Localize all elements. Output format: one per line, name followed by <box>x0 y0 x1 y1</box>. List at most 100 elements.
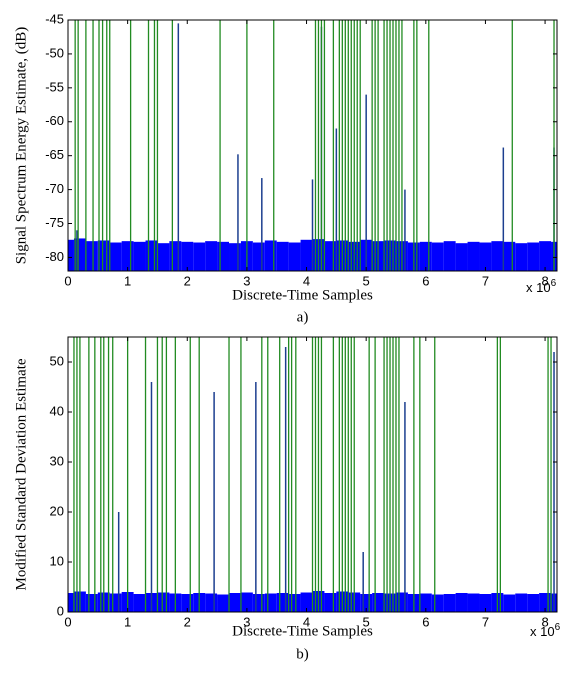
y-tick-label: 40 <box>50 403 64 418</box>
x-axis-label: Discrete-Time Samples <box>232 623 373 639</box>
noise-floor <box>419 593 432 612</box>
y-tick-label: -80 <box>45 249 64 264</box>
noise-floor <box>276 593 289 612</box>
noise-floor <box>324 241 337 271</box>
x-tick-label: 5 <box>363 273 370 288</box>
x-tick-label: 0 <box>64 273 71 288</box>
caption: a) <box>297 309 309 325</box>
noise-floor <box>264 593 277 612</box>
x-tick-label: 2 <box>184 614 191 629</box>
y-tick-label: -65 <box>45 147 64 162</box>
noise-floor <box>181 241 194 271</box>
noise-floor <box>443 594 456 612</box>
y-axis-label: Signal Spectrum Energy Estimate, (dB) <box>13 27 29 265</box>
plot-area <box>68 20 557 271</box>
y-tick-label: -60 <box>45 113 64 128</box>
caption: b) <box>296 646 309 662</box>
noise-floor <box>360 594 373 612</box>
noise-floor <box>264 240 277 271</box>
noise-floor <box>479 242 492 271</box>
noise-floor <box>169 241 182 271</box>
axes-frame <box>67 19 558 272</box>
x-tick-label: 0 <box>64 614 71 629</box>
noise-floor <box>68 239 74 271</box>
noise-floor <box>527 242 540 271</box>
noise-floor <box>527 594 540 612</box>
x-tick-label: 6 <box>422 273 429 288</box>
noise-floor <box>300 239 313 271</box>
noise-floor <box>431 242 444 271</box>
noise-floor <box>479 594 492 612</box>
subplot: 0 1 2 3 4 5 6 7 8 0 10 20 30 40 50 Discrete-Time Sample… <box>13 336 561 662</box>
noise-floor <box>431 594 444 612</box>
noise-floor <box>467 593 480 612</box>
noise-floor <box>229 593 241 612</box>
noise-floor <box>455 243 468 271</box>
x-tick-label: 7 <box>482 614 489 629</box>
y-tick-label: -45 <box>45 11 64 26</box>
multiplier-base: x 10 <box>530 624 555 639</box>
noise-floor <box>515 593 528 612</box>
noise-floor <box>85 241 98 271</box>
x-multiplier: x 106 <box>530 622 561 640</box>
y-tick-label: 30 <box>50 453 64 468</box>
noise-floor <box>503 241 516 271</box>
y-tick-label: 0 <box>57 603 64 618</box>
x-axis-label: Discrete-Time Samples <box>232 287 373 303</box>
x-tick-label: 4 <box>303 614 310 629</box>
noise-floor <box>97 240 110 271</box>
x-multiplier: x 106 <box>526 278 557 296</box>
y-tick-label: -55 <box>45 79 64 94</box>
multiplier-exponent: 6 <box>555 622 561 633</box>
noise-floor <box>539 593 552 612</box>
noise-floor <box>372 593 385 612</box>
y-tick-label: -70 <box>45 181 64 196</box>
noise-floor <box>181 594 194 612</box>
noise-floor <box>85 594 98 612</box>
y-tick-label: 10 <box>50 553 64 568</box>
x-tick-label: 6 <box>422 614 429 629</box>
y-axis-label: Modified Standard Deviation Estimate <box>13 358 29 590</box>
noise-floor <box>539 241 552 271</box>
x-tick-label: 1 <box>124 614 131 629</box>
noise-floor <box>395 592 408 612</box>
multiplier-exponent: 6 <box>551 278 557 289</box>
noise-floor <box>300 592 313 612</box>
noise-floor <box>252 242 265 271</box>
noise-floor <box>229 243 241 271</box>
noise-floor <box>68 593 74 612</box>
noise-floor <box>419 241 432 271</box>
plot-area <box>68 337 557 612</box>
noise-floor <box>455 593 468 612</box>
x-tick-label: 1 <box>124 273 131 288</box>
noise-floor <box>205 593 218 612</box>
x-tick-label: 2 <box>184 273 191 288</box>
x-tick-label: 8 <box>541 273 548 288</box>
x-tick-label: 3 <box>243 614 250 629</box>
noise-floor <box>157 243 170 271</box>
noise-floor <box>157 592 170 612</box>
noise-floor <box>205 241 218 271</box>
subplot: 0 1 2 3 4 5 6 7 8 -80 -75 -70 -65 -60 -55 -50 -45 Discret… <box>13 11 558 325</box>
noise-floor <box>276 241 289 271</box>
noise-floor <box>240 592 253 612</box>
y-tick-label: -50 <box>45 45 64 60</box>
y-tick-label: 50 <box>50 353 64 368</box>
y-tick-label: 20 <box>50 503 64 518</box>
noise-floor <box>443 241 456 271</box>
multiplier-base: x 10 <box>526 280 551 295</box>
noise-floor <box>121 241 134 271</box>
noise-floor <box>109 593 122 612</box>
noise-floor <box>145 240 158 271</box>
noise-floor <box>73 238 86 271</box>
noise-floor <box>491 241 504 271</box>
noise-floor <box>217 594 230 612</box>
noise-floor <box>288 242 301 271</box>
noise-floor <box>288 594 301 612</box>
noise-floor <box>324 593 337 612</box>
noise-floor <box>515 243 528 271</box>
x-tick-label: 4 <box>303 273 310 288</box>
noise-floor <box>133 594 146 612</box>
